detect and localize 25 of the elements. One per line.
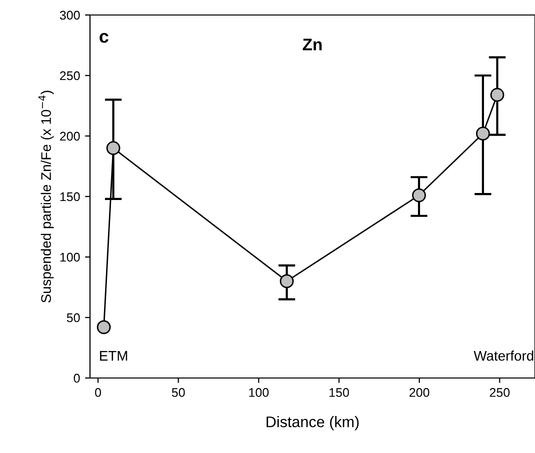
y-tick-label: 100 bbox=[60, 252, 80, 262]
x-tick-label: 100 bbox=[249, 388, 269, 397]
y-tick-label: 300 bbox=[60, 10, 80, 20]
x-tick-label: 150 bbox=[330, 388, 349, 397]
x-tick-label: 250 bbox=[490, 388, 510, 397]
point bbox=[106, 141, 120, 156]
y-tick-label: 200 bbox=[60, 132, 80, 141]
y-tick-label: 50 bbox=[66, 313, 80, 322]
y-tick-label: 0 bbox=[74, 374, 80, 383]
annotation: ETM bbox=[100, 351, 128, 361]
annotation: c bbox=[100, 32, 108, 43]
x-axis-title: Distance (km) bbox=[266, 416, 359, 430]
point bbox=[476, 126, 490, 141]
x-tick-label: 200 bbox=[410, 388, 430, 397]
y-tick-label: 250 bbox=[60, 71, 80, 80]
x-tick-label: 0 bbox=[95, 388, 102, 397]
text: Zn bbox=[302, 38, 322, 50]
point bbox=[490, 88, 504, 102]
y-axis-title: Suspended particle Zn/Fe (x 10$^{−4}$) bbox=[38, 90, 54, 303]
annotation: Waterford bbox=[474, 350, 534, 361]
y-tick-label: 150 bbox=[60, 192, 80, 202]
point bbox=[412, 188, 426, 202]
point bbox=[280, 274, 294, 288]
point bbox=[96, 320, 111, 334]
x-tick-label: 50 bbox=[172, 388, 185, 397]
